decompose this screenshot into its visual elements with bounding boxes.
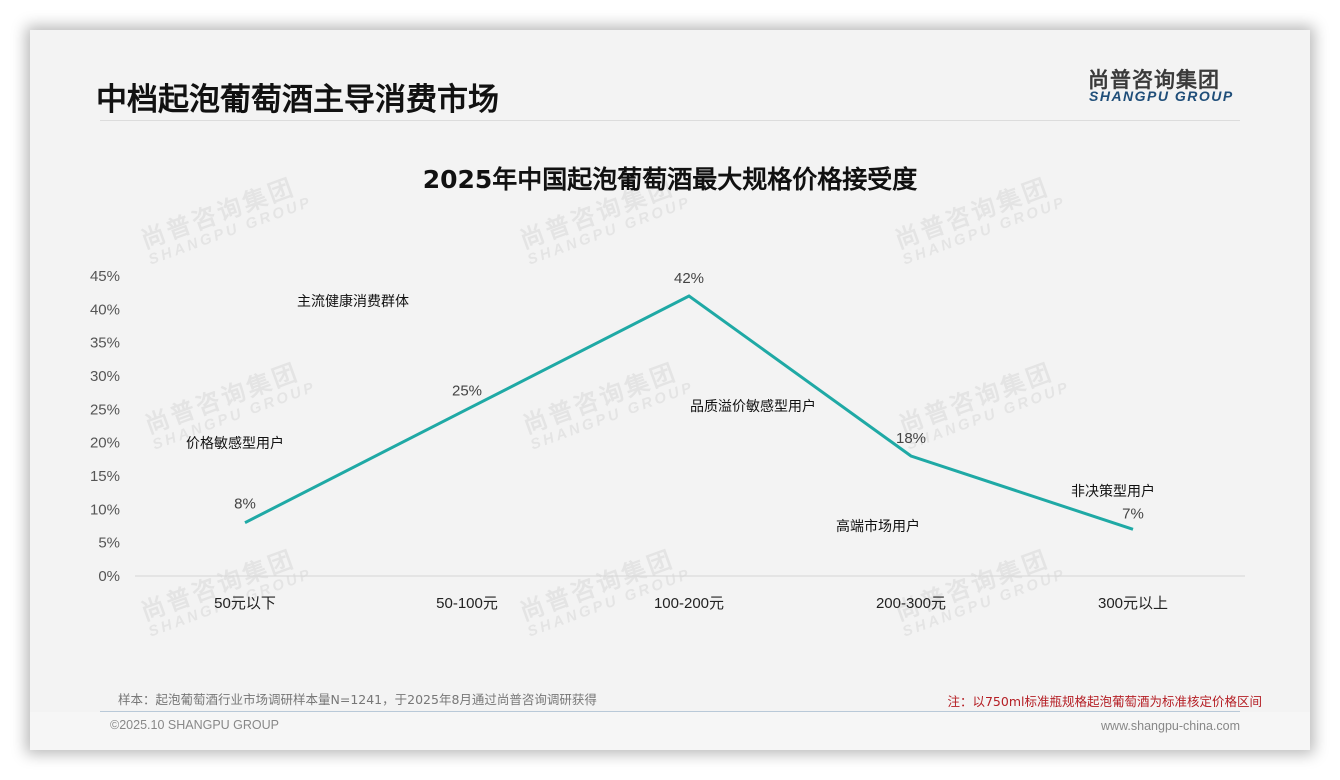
page-title: 中档起泡葡萄酒主导消费市场 <box>96 82 499 118</box>
data-label: 8% <box>234 496 256 513</box>
data-label: 7% <box>1122 505 1144 522</box>
y-tick-label: 0% <box>98 568 120 585</box>
line-chart: 0% 5% 10% 15% 20% 25% 30% 35% 40% 45% 50元以下 50-100… <box>90 268 1245 612</box>
logo-chinese: 尚普咨询集团 <box>1088 68 1220 92</box>
website-link[interactable]: www.shangpu-china.com <box>1101 719 1240 733</box>
y-tick-label: 25% <box>90 401 120 418</box>
chart-title: 2025年中国起泡葡萄酒最大规格价格接受度 <box>422 165 918 194</box>
x-tick-label: 200-300元 <box>876 595 946 612</box>
x-tick-label: 300元以上 <box>1098 595 1168 612</box>
x-tick-label: 50元以下 <box>214 595 276 612</box>
copyright: ©2025.10 SHANGPU GROUP <box>110 718 279 732</box>
data-label: 25% <box>452 382 482 399</box>
y-tick-label: 10% <box>90 501 120 518</box>
x-tick-label: 50-100元 <box>436 595 498 612</box>
data-labels: 8% 25% 42% 18% 7% <box>234 270 1144 522</box>
y-tick-label: 15% <box>90 468 120 485</box>
sample-note: 样本：起泡葡萄酒行业市场调研样本量N=1241，于2025年8月通过尚普咨询调研… <box>118 692 597 707</box>
price-range-note: 注：以750ml标准瓶规格起泡葡萄酒为标准核定价格区间 <box>947 694 1262 709</box>
logo-english: SHANGPU GROUP <box>1089 88 1234 104</box>
y-tick-label: 35% <box>90 335 120 352</box>
segment-annotation: 非决策型用户 <box>1071 483 1155 500</box>
y-tick-label: 30% <box>90 368 120 385</box>
slide: 尚普咨询集团 SHANGPU GROUP 尚普咨询集团 SHANGPU GROUP … <box>30 30 1310 750</box>
data-label: 18% <box>896 430 926 447</box>
y-tick-label: 45% <box>90 268 120 285</box>
title-divider <box>100 120 1240 121</box>
segment-annotation: 品质溢价敏感型用户 <box>690 398 816 415</box>
footer-band <box>30 712 1310 750</box>
segment-annotation: 主流健康消费群体 <box>297 293 409 310</box>
x-tick-label: 100-200元 <box>654 595 724 612</box>
x-axis: 50元以下 50-100元 100-200元 200-300元 300元以上 <box>214 595 1168 612</box>
y-axis: 0% 5% 10% 15% 20% 25% 30% 35% 40% 45% <box>90 268 120 585</box>
y-tick-label: 20% <box>90 435 120 452</box>
y-tick-label: 5% <box>98 535 120 552</box>
series-line <box>244 294 1134 531</box>
data-label: 42% <box>674 270 704 287</box>
y-tick-label: 40% <box>90 301 120 318</box>
segment-annotation: 价格敏感型用户 <box>186 435 284 452</box>
segment-annotation: 高端市场用户 <box>836 518 920 535</box>
footer-divider <box>100 711 1240 712</box>
